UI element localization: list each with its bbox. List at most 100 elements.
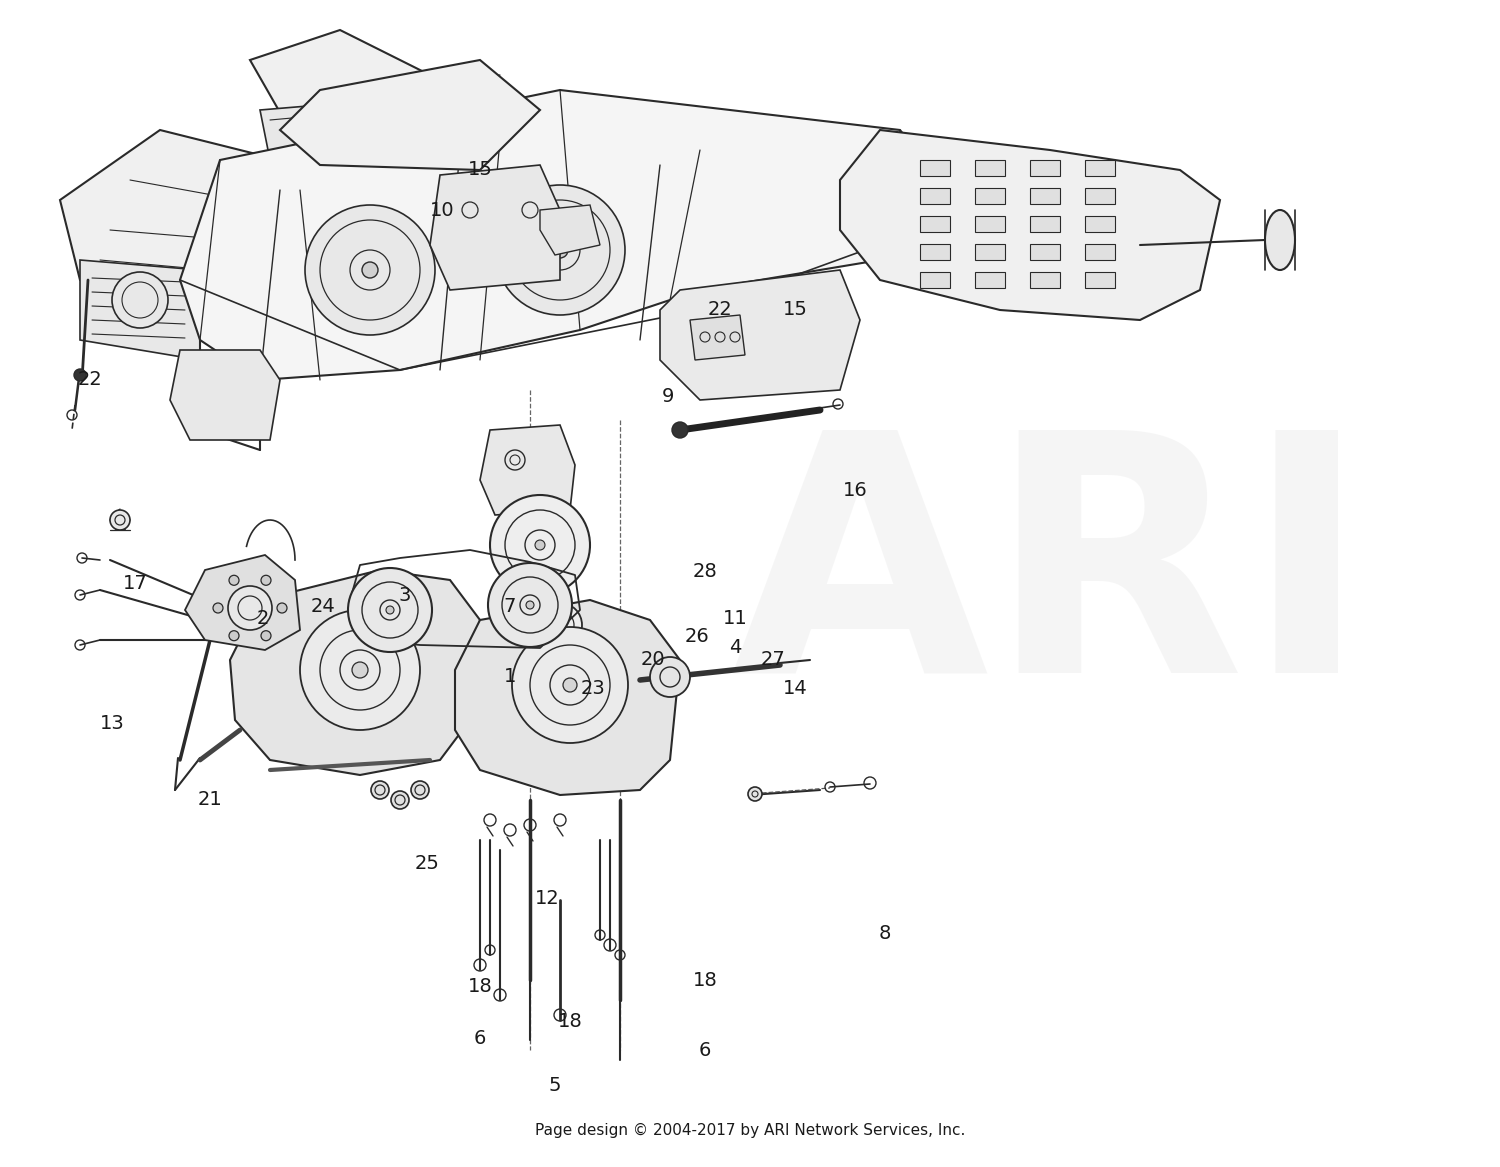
Text: 18: 18 <box>468 977 492 995</box>
Circle shape <box>555 620 566 630</box>
Text: 16: 16 <box>843 481 867 499</box>
Text: 15: 15 <box>783 300 807 319</box>
Text: 20: 20 <box>640 650 664 669</box>
Polygon shape <box>1030 188 1060 204</box>
Circle shape <box>411 781 429 799</box>
Circle shape <box>386 606 394 614</box>
Polygon shape <box>180 90 940 380</box>
Circle shape <box>112 272 168 328</box>
Text: 18: 18 <box>558 1012 582 1030</box>
Circle shape <box>74 369 86 380</box>
Polygon shape <box>1030 216 1060 232</box>
Polygon shape <box>920 272 950 288</box>
Circle shape <box>300 610 420 731</box>
Circle shape <box>748 787 762 801</box>
Polygon shape <box>260 100 400 160</box>
Polygon shape <box>184 555 300 650</box>
Text: 11: 11 <box>723 609 747 628</box>
Polygon shape <box>975 244 1005 260</box>
Text: 6: 6 <box>699 1041 711 1060</box>
Polygon shape <box>170 350 280 440</box>
Text: 13: 13 <box>100 714 124 733</box>
Text: 1: 1 <box>504 668 516 686</box>
Circle shape <box>348 568 432 652</box>
Text: 17: 17 <box>123 574 147 593</box>
Circle shape <box>213 603 223 613</box>
Text: 26: 26 <box>686 627 709 645</box>
Polygon shape <box>230 569 480 775</box>
Polygon shape <box>1030 244 1060 260</box>
Polygon shape <box>975 216 1005 232</box>
Circle shape <box>230 575 238 586</box>
Circle shape <box>110 510 130 530</box>
Text: 22: 22 <box>708 300 732 319</box>
Text: 24: 24 <box>310 598 334 616</box>
Circle shape <box>261 630 272 641</box>
Ellipse shape <box>1264 210 1294 270</box>
Circle shape <box>512 627 628 743</box>
Text: 7: 7 <box>504 598 516 616</box>
Text: 22: 22 <box>78 370 102 389</box>
Polygon shape <box>280 60 540 170</box>
Polygon shape <box>975 160 1005 176</box>
Circle shape <box>495 186 626 315</box>
Circle shape <box>538 603 582 647</box>
Polygon shape <box>920 216 950 232</box>
Ellipse shape <box>490 534 590 555</box>
Polygon shape <box>975 272 1005 288</box>
Text: 6: 6 <box>474 1029 486 1048</box>
Polygon shape <box>480 425 574 515</box>
Text: 9: 9 <box>662 387 674 406</box>
Polygon shape <box>1084 216 1114 232</box>
Circle shape <box>278 603 286 613</box>
Polygon shape <box>690 315 746 359</box>
Circle shape <box>228 586 272 630</box>
Circle shape <box>672 422 688 438</box>
Circle shape <box>536 540 544 550</box>
Circle shape <box>392 791 410 809</box>
Polygon shape <box>1030 272 1060 288</box>
Circle shape <box>562 678 578 692</box>
Circle shape <box>362 263 378 278</box>
Circle shape <box>526 601 534 609</box>
Circle shape <box>352 662 368 678</box>
Circle shape <box>552 242 568 258</box>
Circle shape <box>490 495 590 595</box>
Circle shape <box>650 657 690 697</box>
Polygon shape <box>1084 244 1114 260</box>
Circle shape <box>230 630 238 641</box>
Text: Page design © 2004-2017 by ARI Network Services, Inc.: Page design © 2004-2017 by ARI Network S… <box>536 1123 964 1138</box>
Text: 21: 21 <box>198 790 222 809</box>
Text: 14: 14 <box>783 679 807 698</box>
Circle shape <box>370 781 388 799</box>
Polygon shape <box>430 165 560 291</box>
Text: 3: 3 <box>399 586 411 605</box>
Polygon shape <box>920 244 950 260</box>
Polygon shape <box>975 188 1005 204</box>
Circle shape <box>261 575 272 586</box>
Polygon shape <box>454 600 680 795</box>
Polygon shape <box>1030 160 1060 176</box>
Polygon shape <box>1084 188 1114 204</box>
Text: 10: 10 <box>430 201 454 219</box>
Polygon shape <box>60 130 280 310</box>
Polygon shape <box>660 270 859 400</box>
Text: 4: 4 <box>729 638 741 657</box>
Polygon shape <box>1084 272 1114 288</box>
Text: 25: 25 <box>416 854 440 873</box>
Polygon shape <box>540 205 600 256</box>
Polygon shape <box>920 160 950 176</box>
Polygon shape <box>251 30 440 140</box>
Text: 28: 28 <box>693 562 717 581</box>
Text: 15: 15 <box>468 160 492 179</box>
Text: 8: 8 <box>879 924 891 943</box>
Text: 5: 5 <box>549 1076 561 1095</box>
Text: 23: 23 <box>580 679 604 698</box>
Polygon shape <box>1084 160 1114 176</box>
Text: 18: 18 <box>693 971 717 990</box>
Circle shape <box>304 205 435 335</box>
Polygon shape <box>80 260 200 359</box>
Polygon shape <box>920 188 950 204</box>
Text: 27: 27 <box>760 650 784 669</box>
Text: 2: 2 <box>256 609 268 628</box>
